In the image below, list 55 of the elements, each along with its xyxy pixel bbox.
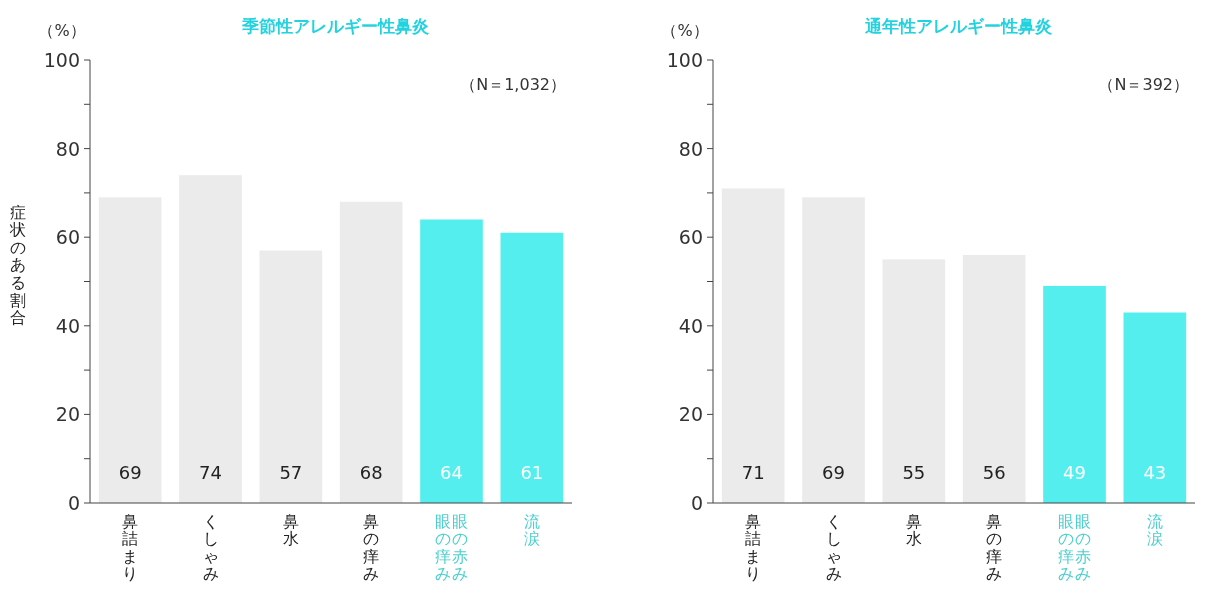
chart-title: 季節性アレルギー性鼻炎 xyxy=(240,16,429,36)
data-label: 55 xyxy=(902,462,926,483)
bar xyxy=(98,197,162,503)
x-tick-label: 流涙 xyxy=(523,511,540,549)
x-tick-label: 鼻の痒み xyxy=(363,511,380,584)
data-label: 64 xyxy=(440,462,463,483)
data-label: 61 xyxy=(520,462,544,483)
x-tick-label: 鼻水 xyxy=(282,511,299,549)
y-tick-label: 0 xyxy=(690,492,703,514)
bar xyxy=(962,254,1026,503)
x-tick-label: 鼻の痒み xyxy=(986,511,1003,584)
bar xyxy=(259,250,323,503)
annotation: （N＝392） xyxy=(1098,75,1189,94)
x-tick-label: 鼻詰まり xyxy=(745,511,762,584)
data-label: 74 xyxy=(199,462,222,483)
y-axis-title: 症状のある割合 xyxy=(9,202,26,328)
x-tick-label: 鼻詰まり xyxy=(122,511,139,584)
bar xyxy=(1123,312,1187,503)
bar xyxy=(339,201,403,503)
chart-title: 通年性アレルギー性鼻炎 xyxy=(863,16,1052,36)
x-tick-label: 流涙 xyxy=(1146,511,1163,549)
y-tick-label: 20 xyxy=(678,403,703,426)
data-label: 57 xyxy=(279,462,303,483)
y-tick-label: 100 xyxy=(666,49,703,71)
data-label: 69 xyxy=(118,462,142,483)
y-tick-label: 80 xyxy=(678,137,703,160)
bar xyxy=(721,188,785,503)
data-label: 49 xyxy=(1063,462,1086,483)
bar xyxy=(420,219,483,503)
x-tick-label: くしゃみ xyxy=(202,511,219,584)
data-label: 71 xyxy=(741,462,765,483)
annotation: （N＝1,032） xyxy=(460,75,566,94)
y-tick-label: 0 xyxy=(67,492,80,514)
data-label: 68 xyxy=(359,462,383,483)
y-tick-label: 100 xyxy=(43,49,80,71)
data-label: 43 xyxy=(1143,462,1167,483)
data-label: 56 xyxy=(982,462,1006,483)
bar xyxy=(882,259,946,503)
text: （%） xyxy=(661,21,709,40)
bar xyxy=(179,175,242,503)
y-tick-label: 80 xyxy=(55,137,80,160)
category-label: 眼の赤み眼の痒み xyxy=(434,511,469,584)
bar xyxy=(500,232,564,503)
y-tick-label: 20 xyxy=(55,403,80,426)
y-tick-label: 40 xyxy=(678,314,703,337)
text: （%） xyxy=(38,21,86,40)
y-tick-label: 40 xyxy=(55,314,80,337)
data-label: 69 xyxy=(822,462,845,483)
category-label: 眼の赤み眼の痒み xyxy=(1057,511,1092,584)
bar xyxy=(1043,285,1106,503)
x-tick-label: くしゃみ xyxy=(825,511,842,584)
y-tick-label: 60 xyxy=(55,226,80,249)
y-tick-label: 60 xyxy=(678,226,703,249)
x-tick-label: 鼻水 xyxy=(905,511,922,549)
bar xyxy=(802,197,865,503)
